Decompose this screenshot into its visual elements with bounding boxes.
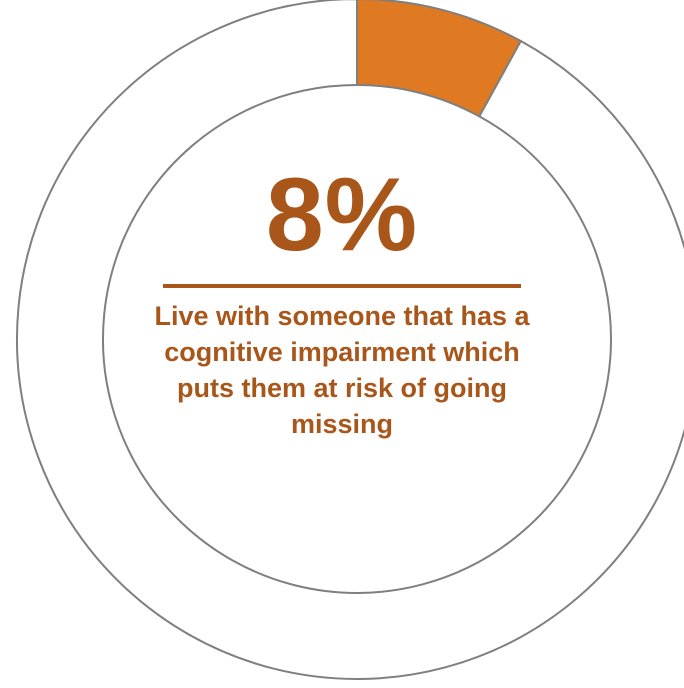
caption-text: Live with someone that has a cognitive i… [154,301,530,439]
divider-line [163,284,521,288]
slice-remainder [16,0,684,680]
center-label: 8% Live with someone that has a cognitiv… [142,160,542,442]
highlight-value-label: 8% [265,157,419,273]
